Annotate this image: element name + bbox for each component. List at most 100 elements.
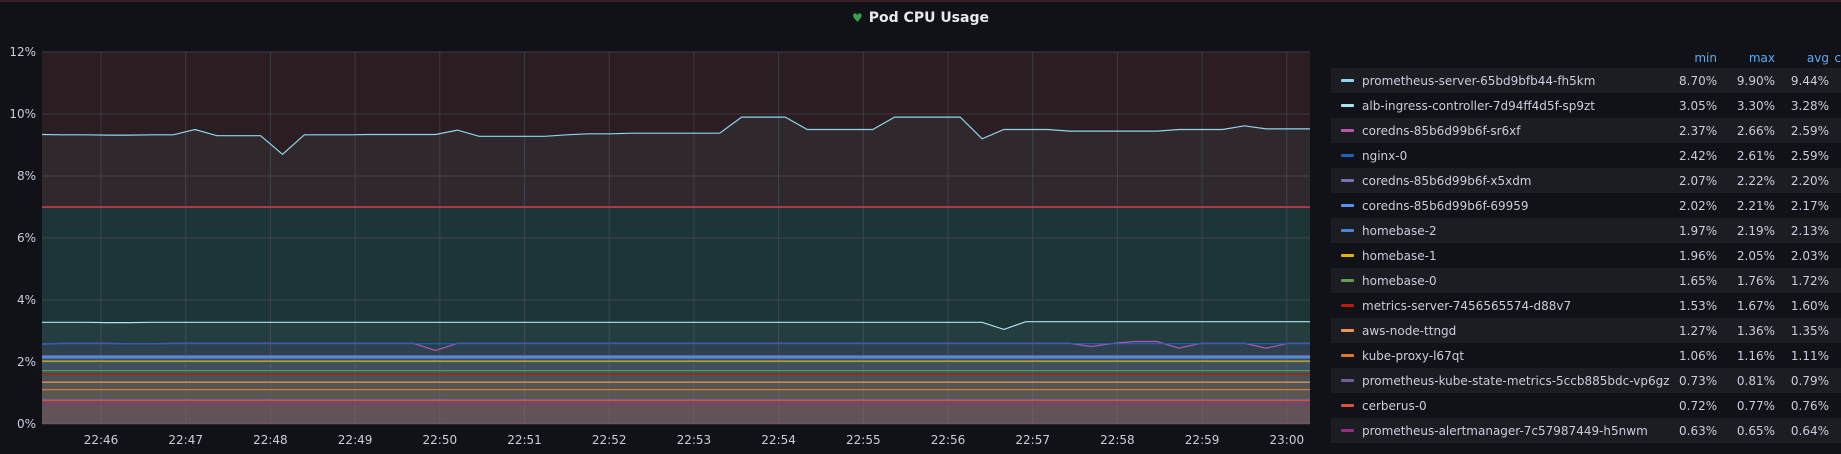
legend-swatch[interactable] (1341, 254, 1354, 257)
legend-item[interactable]: homebase-2 1.97% 2.19% 2.13% (1331, 218, 1841, 243)
x-tick-label: 22:51 (507, 433, 542, 447)
legend-min-value: 1.65% (1679, 273, 1718, 288)
legend-max-value: 1.36% (1736, 323, 1775, 338)
legend-min-value: 1.27% (1679, 323, 1718, 338)
legend-swatch[interactable] (1341, 229, 1354, 232)
legend-min-value: 0.73% (1679, 373, 1718, 388)
y-tick-label: 8% (17, 169, 36, 183)
legend-swatch[interactable] (1341, 129, 1354, 132)
legend-max-value: 0.81% (1736, 373, 1775, 388)
legend-series-name[interactable]: prometheus-server-65bd9bfb44-fh5km (1362, 73, 1596, 88)
legend-series-name[interactable]: prometheus-kube-state-metrics-5ccb885bdc… (1362, 373, 1670, 388)
series-area (42, 361, 1310, 424)
legend-avg-value: 2.13% (1790, 223, 1829, 238)
legend-item[interactable]: coredns-85b6d99b6f-69959 2.02% 2.21% 2.17% (1331, 193, 1841, 218)
y-tick-label: 12% (9, 45, 36, 59)
legend-header-current[interactable]: c (1834, 51, 1841, 65)
legend-item[interactable]: kube-proxy-l67qt 1.06% 1.16% 1.11% (1331, 343, 1841, 368)
y-tick-label: 10% (9, 107, 36, 121)
legend-item[interactable]: alb-ingress-controller-7d94ff4d5f-sp9zt 3… (1331, 93, 1841, 118)
panel-title-bar[interactable]: ♥ Pod CPU Usage (0, 10, 1841, 26)
legend-min-value: 2.02% (1679, 198, 1718, 213)
x-tick-label: 22:49 (338, 433, 373, 447)
legend-max-value: 9.90% (1736, 73, 1775, 88)
legend-series-name[interactable]: aws-node-ttngd (1362, 323, 1457, 338)
y-tick-label: 4% (17, 293, 36, 307)
legend-swatch[interactable] (1341, 154, 1354, 157)
legend-item[interactable]: prometheus-kube-state-metrics-5ccb885bdc… (1331, 368, 1841, 393)
legend-series-name[interactable]: prometheus-alertmanager-7c57987449-h5nwm (1362, 423, 1648, 438)
legend-swatch[interactable] (1341, 79, 1354, 82)
legend-series-name[interactable]: coredns-85b6d99b6f-x5xdm (1362, 173, 1532, 188)
legend-min-value: 2.07% (1679, 173, 1718, 188)
chart-legend: min max avg c prometheus-server-65bd9bfb… (1331, 48, 1841, 443)
legend-min-value: 1.97% (1679, 223, 1718, 238)
legend-swatch[interactable] (1341, 304, 1354, 307)
legend-max-value: 2.22% (1736, 173, 1775, 188)
heart-icon: ♥ (852, 11, 863, 25)
series-area (42, 399, 1310, 424)
legend-series-name[interactable]: homebase-1 (1362, 248, 1437, 263)
cpu-usage-chart[interactable]: 0%2%4%6%8%10%12% 22:46 22:47 22:48 22:49 22:… (0, 44, 1320, 454)
legend-max-value: 0.77% (1736, 398, 1775, 413)
series-layer (41, 116, 1310, 424)
legend-item[interactable]: prometheus-alertmanager-7c57987449-h5nwm… (1331, 418, 1841, 443)
legend-series-name[interactable]: coredns-85b6d99b6f-sr6xf (1362, 123, 1521, 138)
legend-series-name[interactable]: nginx-0 (1362, 148, 1408, 163)
legend-series-name[interactable]: metrics-server-7456565574-d88v7 (1362, 298, 1572, 313)
legend-header-avg[interactable]: avg (1806, 51, 1829, 65)
legend-swatch[interactable] (1341, 429, 1354, 432)
legend-item[interactable]: prometheus-server-65bd9bfb44-fh5km 8.70% 9… (1331, 68, 1841, 93)
legend-series-name[interactable]: kube-proxy-l67qt (1362, 348, 1465, 363)
legend-max-value: 1.76% (1736, 273, 1775, 288)
series-area (42, 117, 1310, 424)
x-tick-label: 22:52 (592, 433, 627, 447)
series-area (42, 389, 1310, 424)
legend-series-name[interactable]: alb-ingress-controller-7d94ff4d5f-sp9zt (1362, 98, 1595, 113)
legend-swatch[interactable] (1341, 179, 1354, 182)
legend-item[interactable]: coredns-85b6d99b6f-x5xdm 2.07% 2.22% 2.20% (1331, 168, 1841, 193)
legend-avg-value: 0.79% (1790, 373, 1829, 388)
legend-series-name[interactable]: cerberus-0 (1362, 398, 1427, 413)
legend-item[interactable]: nginx-0 2.42% 2.61% 2.59% (1331, 143, 1841, 168)
legend-max-value: 3.30% (1736, 98, 1775, 113)
legend-max-value: 2.61% (1736, 148, 1775, 163)
legend-min-value: 2.42% (1679, 148, 1718, 163)
legend-series-name[interactable]: homebase-2 (1362, 223, 1437, 238)
legend-swatch[interactable] (1341, 379, 1354, 382)
chart-grid (42, 51, 1310, 425)
legend-swatch[interactable] (1341, 279, 1354, 282)
legend-item[interactable]: cerberus-0 0.72% 0.77% 0.76% (1331, 393, 1841, 418)
legend-item[interactable]: coredns-85b6d99b6f-sr6xf 2.37% 2.66% 2.59% (1331, 118, 1841, 143)
x-tick-label: 22:46 (84, 433, 119, 447)
legend-swatch[interactable] (1341, 329, 1354, 332)
legend-item[interactable]: aws-node-ttngd 1.27% 1.36% 1.35% (1331, 318, 1841, 343)
legend-item[interactable]: metrics-server-7456565574-d88v7 1.53% 1.67… (1331, 293, 1841, 318)
series-line[interactable] (42, 321, 1310, 331)
x-tick-label: 22:54 (761, 433, 796, 447)
legend-min-value: 2.37% (1679, 123, 1718, 138)
legend-swatch[interactable] (1341, 104, 1354, 107)
y-tick-label: 6% (17, 231, 36, 245)
series-area (42, 321, 1310, 424)
x-tick-label: 22:58 (1100, 433, 1135, 447)
legend-swatch[interactable] (1341, 404, 1354, 407)
legend-min-value: 0.72% (1679, 398, 1718, 413)
x-tick-label: 22:57 (1015, 433, 1050, 447)
legend-avg-value: 0.64% (1790, 423, 1829, 438)
legend-header-max[interactable]: max (1748, 51, 1775, 65)
legend-item[interactable]: homebase-1 1.96% 2.05% 2.03% (1331, 243, 1841, 268)
panel-title: Pod CPU Usage (868, 10, 989, 26)
legend-min-value: 8.70% (1679, 73, 1718, 88)
y-axis: 0% 2% 4% 6% 8% 10% 12% (9, 45, 36, 431)
x-tick-label: 22:47 (168, 433, 203, 447)
series-line[interactable] (41, 116, 1310, 156)
legend-max-value: 2.21% (1736, 198, 1775, 213)
legend-swatch[interactable] (1341, 204, 1354, 207)
legend-series-name[interactable]: homebase-0 (1362, 273, 1437, 288)
legend-header-min[interactable]: min (1694, 51, 1717, 65)
legend-swatch[interactable] (1341, 354, 1354, 357)
series-area (42, 382, 1310, 424)
legend-series-name[interactable]: coredns-85b6d99b6f-69959 (1362, 198, 1529, 213)
legend-item[interactable]: homebase-0 1.65% 1.76% 1.72% (1331, 268, 1841, 293)
